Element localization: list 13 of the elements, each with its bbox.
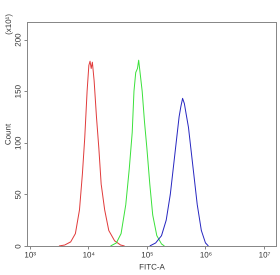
x-axis-title: FITC-A — [139, 262, 166, 272]
x-tick-label: 10⁵ — [141, 250, 154, 260]
y-axis-title: Count — [4, 123, 12, 146]
x-tick-label: 10⁴ — [82, 250, 96, 260]
text: (x10¹) — [4, 14, 13, 35]
y-tick-label: 50 — [14, 190, 22, 200]
x-tick-label: 10⁶ — [200, 250, 212, 260]
x-tick-label: 10³ — [24, 250, 36, 260]
y-tick-label: 0 — [14, 244, 22, 249]
y-tick-label: 150 — [14, 84, 22, 98]
y-tick-label: 100 — [14, 136, 22, 150]
y-tick-label: 200 — [14, 32, 22, 47]
x-tick-label: 10⁷ — [258, 250, 271, 260]
